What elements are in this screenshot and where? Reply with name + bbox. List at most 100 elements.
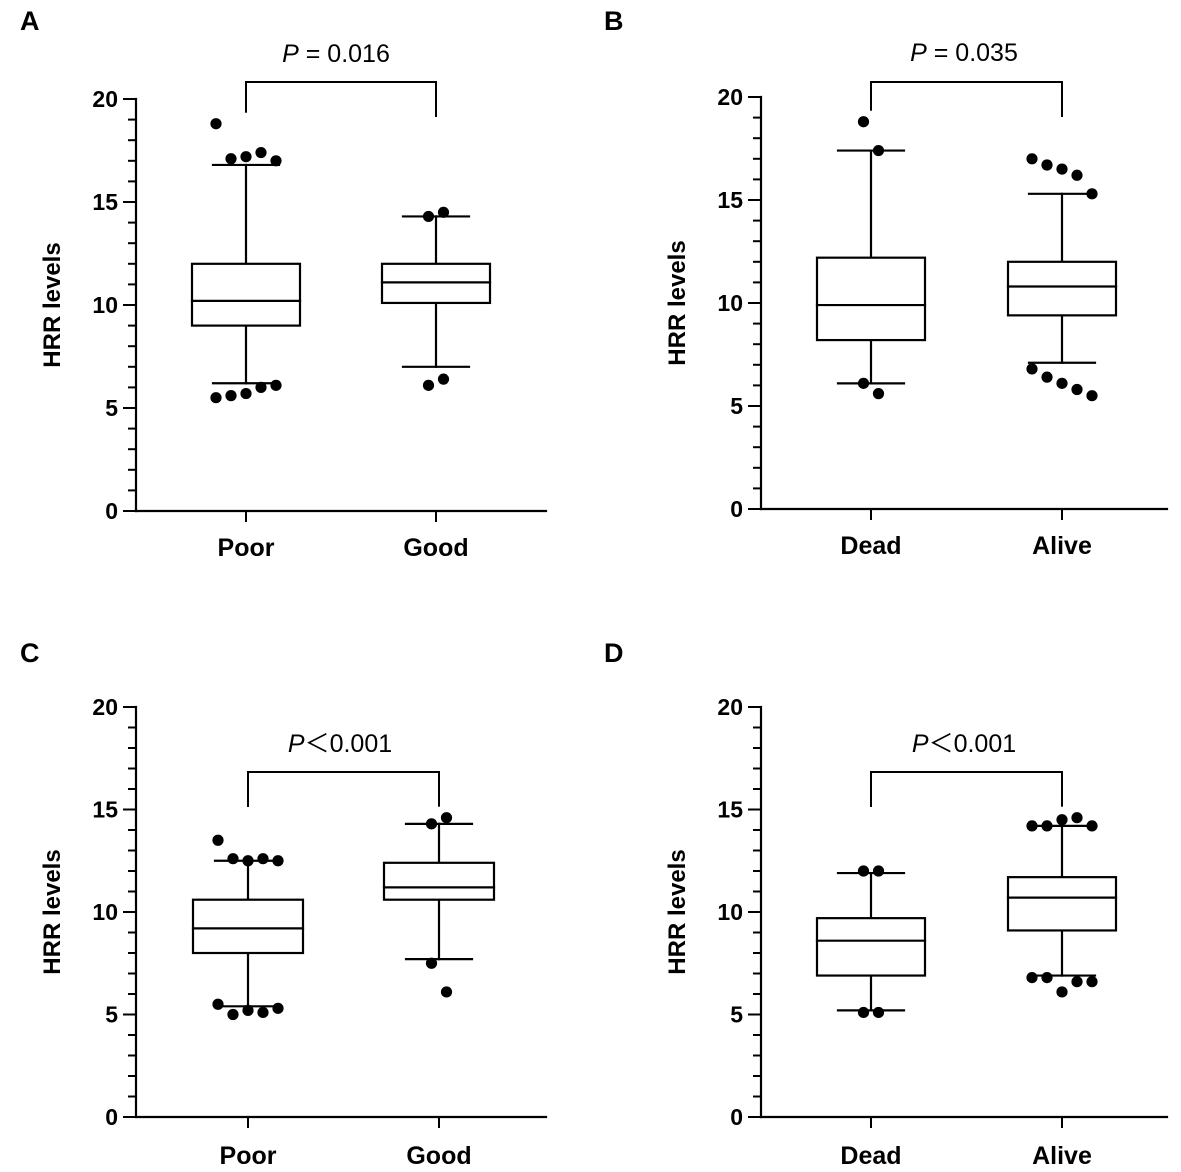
p-symbol: P	[282, 40, 299, 68]
p-value-text: ＜0.001	[929, 730, 1017, 758]
p-value-label: P = 0.035	[910, 39, 1018, 67]
significance-bracket	[870, 771, 1063, 807]
y-tick-label: 20	[92, 694, 118, 720]
outlier-point	[255, 146, 267, 159]
outlier-point	[425, 957, 438, 969]
outlier-point	[440, 986, 453, 998]
p-value-text: ＜0.001	[305, 730, 393, 758]
outlier-point	[1056, 163, 1068, 175]
x-category-label: Alive	[1032, 532, 1092, 560]
outlier-point	[257, 853, 269, 865]
box-poor	[191, 834, 305, 1021]
iqr-box	[1006, 876, 1118, 932]
outlier-point	[225, 390, 237, 402]
outlier-point	[240, 151, 252, 163]
box-alive	[1006, 153, 1118, 402]
x-category-label: Dead	[840, 1142, 901, 1170]
y-tick-label: 0	[730, 1104, 743, 1130]
significance-bracket	[245, 81, 437, 117]
outlier-point	[872, 1006, 885, 1019]
y-tick-label: 10	[717, 290, 743, 316]
box-good	[382, 812, 496, 998]
outlier-point	[255, 381, 267, 393]
y-tick-label: 10	[92, 292, 118, 318]
outlier-point	[1026, 820, 1038, 832]
y-tick-label: 15	[717, 797, 743, 823]
p-value-label: P＜0.001	[288, 730, 392, 758]
outlier-point	[1026, 363, 1038, 375]
outlier-point	[240, 387, 252, 400]
outlier-point	[857, 1006, 870, 1019]
y-tick-label: 15	[92, 189, 118, 215]
iqr-box	[382, 861, 496, 901]
outlier-point	[872, 388, 885, 400]
p-value-text: = 0.016	[299, 40, 390, 68]
outlier-point	[1026, 153, 1038, 165]
outlier-point	[1056, 814, 1068, 826]
outlier-point	[210, 392, 222, 404]
panel-d: D 0 5 10 15 20 HRR levels Dead Alive P＜0.001	[604, 638, 1169, 1170]
outlier-point	[1071, 976, 1083, 988]
outlier-point	[242, 855, 254, 867]
y-tick-label: 5	[730, 1002, 743, 1028]
outlier-point	[225, 153, 237, 165]
outlier-point	[227, 853, 239, 865]
panel-a: A 0 5 10 15 20 HRR levels Poor Good P = 0.016	[20, 6, 548, 562]
y-tick-label: 5	[730, 393, 743, 419]
outlier-point	[272, 1002, 284, 1014]
outlier-point	[227, 1008, 239, 1021]
y-tick-label: 20	[92, 86, 118, 112]
y-tick-label: 5	[105, 395, 118, 421]
outlier-point	[242, 1004, 254, 1017]
x-category-label: Poor	[220, 1142, 277, 1170]
y-tick-label: 15	[92, 797, 118, 823]
p-value-label: P = 0.016	[282, 40, 390, 68]
box-poor	[190, 118, 302, 404]
iqr-box	[815, 256, 927, 342]
p-symbol: P	[288, 730, 305, 758]
y-tick-label: 20	[717, 694, 743, 720]
y-tick-label: 15	[717, 187, 743, 213]
iqr-box	[815, 917, 927, 977]
iqr-box	[1006, 260, 1118, 317]
panel-letter: A	[20, 6, 40, 36]
outlier-point	[857, 116, 870, 128]
outlier-point	[425, 818, 438, 830]
panel-letter: D	[604, 638, 624, 668]
x-category-label: Good	[406, 1142, 471, 1170]
outlier-point	[422, 379, 435, 391]
x-category-label: Dead	[840, 532, 901, 560]
outlier-point	[872, 144, 885, 157]
x-category-label: Alive	[1032, 1142, 1092, 1170]
iqr-box	[190, 262, 302, 327]
outlier-point	[872, 865, 885, 877]
outlier-point	[1071, 169, 1083, 181]
outlier-point	[1041, 371, 1053, 383]
outlier-point	[212, 998, 224, 1010]
panel-c: C 0 5 10 15 20 HRR levels Poor Good P＜0.001	[20, 638, 548, 1170]
outlier-point	[1056, 377, 1068, 389]
y-axis-title: HRR levels	[664, 849, 691, 974]
y-tick-label: 0	[105, 1104, 118, 1130]
panel-letter: B	[604, 6, 624, 36]
outlier-point	[422, 210, 435, 223]
outlier-point	[1086, 820, 1098, 832]
y-tick-label: 5	[105, 1002, 118, 1028]
p-value-text: = 0.035	[927, 39, 1018, 67]
p-symbol: P	[910, 39, 927, 67]
x-category-label: Good	[403, 534, 468, 562]
box-dead	[815, 865, 927, 1019]
outlier-point	[272, 855, 284, 867]
outlier-point	[1041, 972, 1053, 984]
p-value-label: P＜0.001	[912, 730, 1016, 758]
outlier-point	[1041, 820, 1053, 832]
box-dead	[815, 116, 927, 400]
outlier-point	[210, 118, 222, 130]
y-tick-label: 0	[105, 498, 118, 524]
y-axis-title: HRR levels	[39, 242, 66, 367]
outlier-point	[857, 377, 870, 389]
y-tick-label: 0	[730, 496, 743, 522]
outlier-point	[270, 155, 282, 167]
significance-bracket	[247, 771, 440, 807]
